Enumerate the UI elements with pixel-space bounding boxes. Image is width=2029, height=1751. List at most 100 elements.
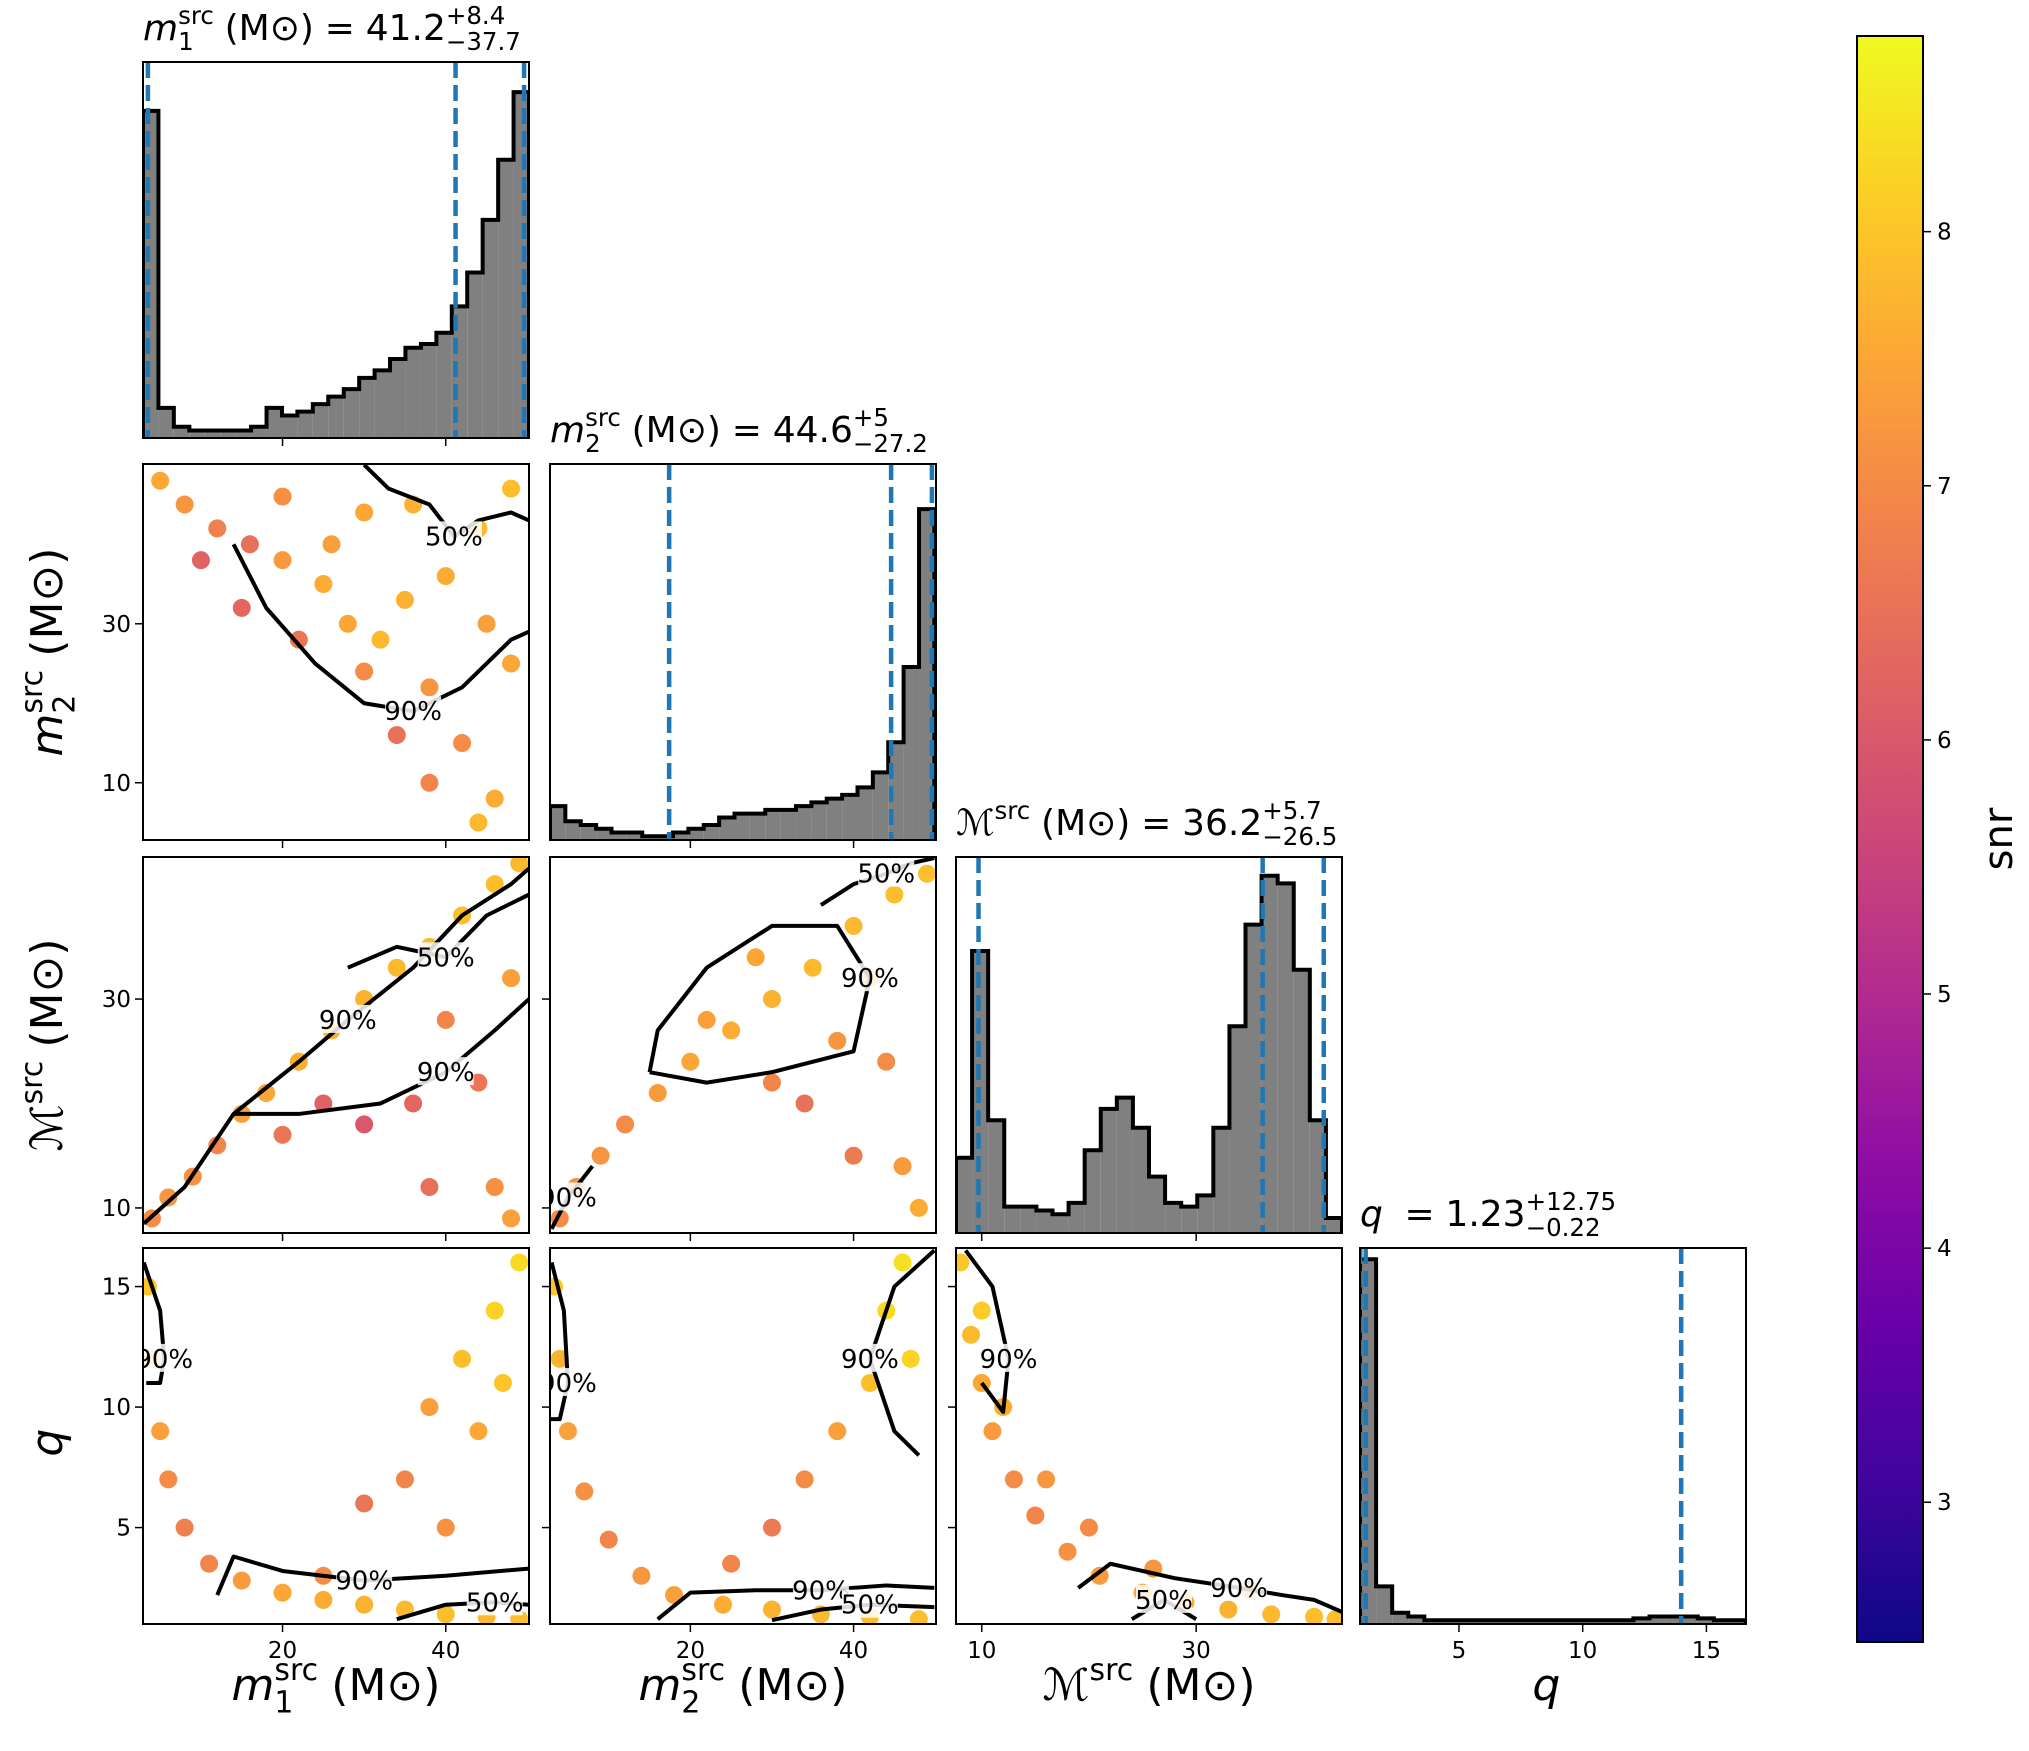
hist-bar <box>903 667 920 840</box>
symbol: m <box>232 1660 275 1711</box>
hist-title: q = 1.23 +12.75−0.22 <box>1360 1187 1616 1242</box>
panel: 90%90%90%50% <box>550 1248 936 1624</box>
hist-bar <box>220 430 236 438</box>
subscript: −27.2 <box>853 429 928 458</box>
scatter-point <box>338 614 357 633</box>
scatter-point <box>420 1178 439 1197</box>
scatter-point <box>453 734 472 753</box>
y-tick-label: 30 <box>102 987 131 1013</box>
hist-bar <box>189 430 205 438</box>
contour-label-bg <box>417 942 474 971</box>
contour-label: 50% <box>857 860 915 890</box>
hist-bar <box>498 159 514 438</box>
panel-frame <box>142 1247 530 1625</box>
hist-bar <box>626 832 643 840</box>
panel-bg <box>550 1248 936 1624</box>
scatter-point <box>1026 1506 1045 1525</box>
scatter-point <box>159 1470 178 1489</box>
scatter-point <box>273 551 292 570</box>
scatter-point <box>909 1610 928 1624</box>
hist-bar <box>842 794 858 840</box>
scatter-point <box>616 1115 635 1134</box>
scatter-point <box>762 1600 781 1619</box>
scatter-point <box>436 567 455 586</box>
scatter-point <box>502 654 521 673</box>
superscript: +5 <box>853 403 889 432</box>
scatter-point <box>420 678 439 697</box>
colorbar-tick-label: 7 <box>1937 474 1952 500</box>
scatter-point <box>240 535 259 554</box>
hist-bar <box>266 407 282 438</box>
panel-bg <box>1360 1248 1746 1624</box>
hist-bar <box>1116 1097 1133 1233</box>
contour-label: 90% <box>1210 1574 1268 1604</box>
hist-bar <box>281 415 298 438</box>
unit: (M⊙) <box>225 8 314 49</box>
scatter-point <box>681 1052 700 1071</box>
scatter-point <box>469 1073 488 1092</box>
panel-frame <box>955 856 1343 1234</box>
scatter-point <box>232 1571 251 1590</box>
contour-label-bg <box>425 521 482 550</box>
hist-bar <box>359 377 375 438</box>
scatter-point <box>175 495 194 514</box>
symbol: q <box>1532 1660 1560 1711</box>
contour <box>647 923 872 1085</box>
scatter-point <box>844 916 863 935</box>
scatter-point <box>962 1325 981 1344</box>
hist-bar <box>596 828 612 840</box>
hist-bar <box>795 806 812 840</box>
contour-label: 90% <box>319 1006 377 1036</box>
scatter-point <box>355 1494 374 1513</box>
median: 44.6 <box>773 410 853 451</box>
scatter-point <box>493 1373 512 1392</box>
contour-label-bg <box>980 1343 1037 1372</box>
colorbar-label: snr <box>1976 807 2022 870</box>
hist-bar <box>1165 1202 1182 1233</box>
panel: 90% 50% 90% <box>143 857 529 1233</box>
x-tick-label: 5 <box>1452 1638 1467 1664</box>
x-axis-label: q <box>1532 1660 1560 1711</box>
panel <box>143 62 529 438</box>
scatter-point <box>485 1178 504 1197</box>
scatter-point <box>632 1566 651 1585</box>
unit: (M⊙) <box>632 410 721 451</box>
superscript: src <box>585 403 621 432</box>
median: 41.2 <box>366 8 446 49</box>
scatter-point <box>477 614 496 633</box>
scatter-point <box>257 1084 276 1103</box>
hist-bar <box>1408 1616 1425 1624</box>
hist-bar <box>765 809 781 840</box>
hist-outline <box>550 507 936 840</box>
scatter-point <box>722 1554 741 1573</box>
contour-label: 50% <box>466 1588 524 1618</box>
hist-bar <box>343 389 360 438</box>
hist-bar <box>158 407 174 438</box>
contour-label-bg <box>792 1575 849 1604</box>
scatter-point <box>983 1422 1002 1441</box>
x-tick-label: 30 <box>1182 1638 1211 1664</box>
hist-bar <box>405 347 421 438</box>
scatter-point <box>762 1073 781 1092</box>
hist-bar <box>251 426 267 438</box>
hist-bar <box>1633 1618 1650 1624</box>
panel-frame <box>549 463 937 841</box>
superscript: +8.4 <box>446 1 505 30</box>
superscript: src <box>15 1061 50 1105</box>
superscript: src <box>15 670 50 714</box>
scatter-point <box>972 1301 991 1320</box>
scatter-point <box>485 1301 504 1320</box>
median: 36.2 <box>1182 803 1262 844</box>
colorbar-tick-label: 6 <box>1937 728 1952 754</box>
hist-bar <box>1052 1214 1069 1233</box>
contour-label-bg <box>336 1565 393 1594</box>
contour-label: 50% <box>425 522 483 552</box>
x-tick-label: 40 <box>839 1638 868 1664</box>
scatter-point <box>420 773 439 792</box>
hist-bar <box>328 396 344 438</box>
